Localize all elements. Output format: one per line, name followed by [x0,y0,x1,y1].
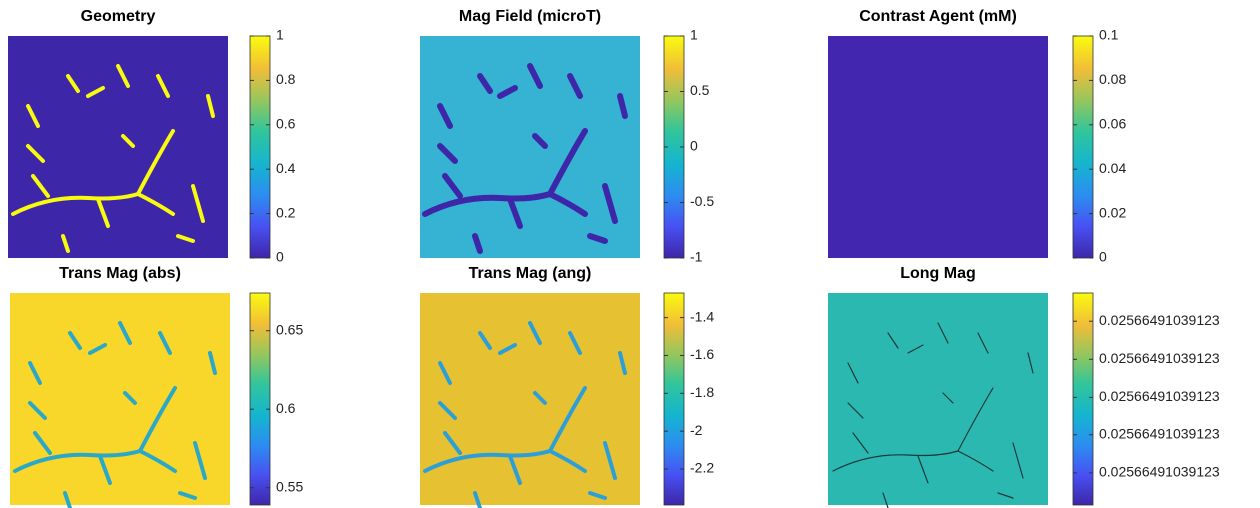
colorbar-tick-label: 0.04 [1099,160,1126,176]
colorbar-tick-label: 0.6 [276,116,296,132]
colorbar-tick-label: 0.4 [276,160,296,176]
heatmap-image [10,293,230,505]
panel-title: Contrast Agent (mM) [859,8,1017,25]
colorbar-tick-label: 0.02566491039123 [1099,312,1220,328]
colorbar-tick-label: 0 [690,138,698,154]
colorbar-tick-label: -1.4 [690,308,714,324]
panel: Trans Mag (abs) 0.55 0.6 0.65 [10,265,303,508]
panel-title: Trans Mag (abs) [59,265,181,282]
heatmap-image [420,293,640,505]
colorbar [249,35,271,259]
colorbar [1072,35,1094,259]
heatmap-image [828,293,1048,505]
colorbar-tick-label: 0.1 [1099,27,1119,43]
colorbar-tick-label: -1.6 [690,346,714,362]
colorbar-tick-label: -0.5 [690,193,714,209]
panel: Mag Field (microT) -1 -0.5 0 0.5 1 [420,8,714,265]
heatmap-image [420,36,640,258]
colorbar-tick-label: 1 [276,27,284,43]
colorbar-tick-label: 0.08 [1099,71,1126,87]
colorbar-tick-label: 0 [276,249,284,265]
colorbar-tick-label: -2 [690,422,703,438]
colorbar-tick-label: 0.6 [276,400,296,416]
panel-title: Mag Field (microT) [459,8,601,25]
panel-title: Trans Mag (ang) [469,265,592,282]
colorbar-tick-label: 0.55 [276,478,303,494]
colorbar-tick-label: 0 [1099,249,1107,265]
panel: Long Mag 0.02566491039123 0.02566491039123… [828,265,1220,508]
colorbar [1072,292,1094,506]
panel-title: Geometry [81,8,156,25]
colorbar-tick-label: 0.65 [276,321,303,337]
heatmap-image [8,36,228,258]
colorbar-tick-label: 0.02566491039123 [1099,350,1220,366]
colorbar [663,292,685,506]
colorbar [249,292,271,506]
colorbar-tick-label: 0.8 [276,71,296,87]
colorbar-tick-label: 0.02566491039123 [1099,425,1220,441]
panel: Trans Mag (ang) -2.2 -2 -1.8 -1.6 -1.4 [420,265,714,508]
colorbar-tick-label: -1 [690,249,703,265]
colorbar-tick-label: 0.02566491039123 [1099,464,1220,480]
colorbar-tick-label: 0.2 [276,204,296,220]
panel-title: Long Mag [900,265,976,282]
colorbar-tick-label: -1.8 [690,384,714,400]
panel: Geometry 0 0.2 0.4 0.6 0.8 1 [8,8,296,265]
colorbar-tick-label: 0.5 [690,82,710,98]
colorbar-tick-label: 0.02 [1099,204,1126,220]
colorbar-tick-label: 1 [690,27,698,43]
colorbar-tick-label: 0.02566491039123 [1099,388,1220,404]
colorbar-tick-label: -2.2 [690,460,714,476]
colorbar-tick-label: 0.06 [1099,116,1126,132]
heatmap-image [828,36,1048,258]
panel: Contrast Agent (mM) 0 0.02 0.04 0.06 0.08 0.1 [828,8,1126,265]
